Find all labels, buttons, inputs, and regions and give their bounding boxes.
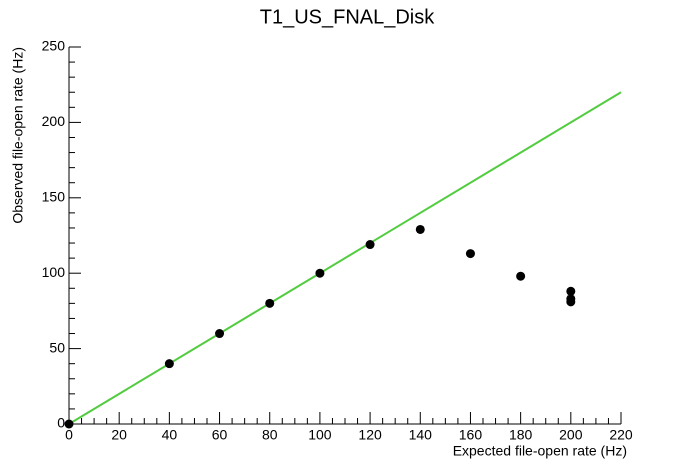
y-tick-label: 100 [42, 264, 66, 280]
data-point [265, 298, 275, 308]
y-tick-label: 250 [42, 38, 66, 54]
x-tick-label: 120 [358, 427, 382, 443]
y-axis-label: Observed file-open rate (Hz) [10, 47, 26, 224]
data-point [415, 224, 425, 234]
data-point [566, 286, 576, 296]
data-point [516, 271, 526, 281]
y-tick-label: 200 [42, 113, 66, 129]
data-point [465, 249, 475, 259]
x-tick-label: 40 [162, 427, 178, 443]
x-tick-label: 220 [609, 427, 633, 443]
chart-title: T1_US_FNAL_Disk [260, 6, 436, 28]
y-tick-label: 0 [57, 415, 65, 431]
y-tick-label: 150 [42, 189, 66, 205]
data-point [164, 359, 174, 369]
data-point [566, 297, 576, 307]
y-tick-label: 50 [49, 339, 65, 355]
x-tick-label: 140 [409, 427, 433, 443]
data-point [315, 268, 325, 278]
x-tick-label: 180 [509, 427, 533, 443]
x-tick-label: 160 [459, 427, 483, 443]
data-point [64, 419, 74, 429]
x-tick-label: 100 [308, 427, 332, 443]
x-tick-label: 60 [212, 427, 228, 443]
data-point [365, 240, 375, 250]
x-tick-label: 0 [65, 427, 73, 443]
x-tick-label: 80 [262, 427, 278, 443]
x-axis-label: Expected file-open rate (Hz) [453, 443, 627, 459]
fit-line [68, 91, 622, 425]
data-point [215, 329, 225, 339]
x-tick-label: 20 [111, 427, 127, 443]
x-tick-label: 200 [559, 427, 583, 443]
